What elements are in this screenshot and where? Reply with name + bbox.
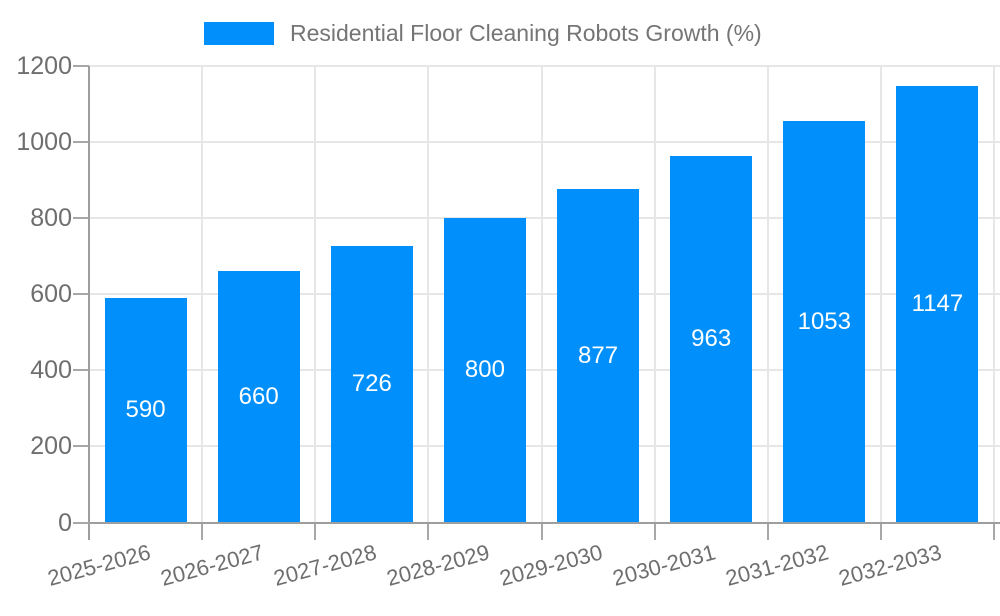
legend-item[interactable]: Residential Floor Cleaning Robots Growth… (204, 20, 762, 47)
y-axis-label: 800 (30, 203, 72, 232)
gridline-vertical (766, 65, 769, 523)
bar-value-label: 590 (125, 396, 166, 424)
y-axis-tick (73, 216, 89, 219)
gridline-vertical (653, 65, 656, 523)
legend-label: Residential Floor Cleaning Robots Growth… (290, 20, 762, 46)
gridline-horizontal (89, 64, 1000, 67)
gridline-vertical (427, 65, 430, 523)
bar-chart: Residential Floor Cleaning Robots Growth… (16, 20, 1000, 591)
y-axis-label: 400 (30, 356, 72, 385)
y-axis-tick (73, 293, 89, 295)
gridline-horizontal (89, 216, 1000, 219)
gridline-horizontal (89, 369, 1000, 372)
x-axis-tick (201, 522, 204, 540)
y-axis-label: 1200 (16, 51, 72, 80)
bar-2028-2029[interactable] (443, 217, 526, 523)
plot-area: 0 200 400 600 800 1000 1200 590 2025-2026 660 2026… (16, 51, 1000, 591)
x-axis-tick (427, 522, 430, 540)
gridline-vertical (879, 65, 882, 523)
x-axis-line (89, 521, 1000, 524)
bar-2031-2032[interactable] (783, 121, 866, 523)
x-axis-tick (766, 522, 769, 540)
bar-value-label: 660 (238, 382, 279, 410)
bar-value-label: 877 (578, 341, 619, 369)
bar-value-label: 963 (691, 325, 732, 353)
y-axis-label: 200 (30, 432, 72, 461)
bar-value-label: 800 (464, 356, 505, 384)
bar-value-label: 726 (351, 370, 392, 398)
bar-2025-2026[interactable] (104, 297, 187, 523)
y-axis-label: 0 (58, 508, 72, 537)
legend-swatch (204, 22, 274, 45)
y-axis-tick (73, 445, 89, 448)
gridline-horizontal (89, 445, 1000, 448)
bar-2032-2033[interactable] (896, 85, 979, 523)
x-axis-tick (879, 522, 882, 540)
gridline-horizontal (89, 140, 1000, 143)
bar-2030-2031[interactable] (670, 155, 753, 523)
y-axis-tick (73, 64, 89, 67)
y-axis-tick (73, 140, 89, 143)
gridline-vertical (993, 65, 995, 523)
x-axis-tick (540, 522, 543, 540)
y-axis-tick (73, 521, 89, 524)
bar-value-label: 1147 (911, 290, 964, 318)
x-axis-tick (314, 522, 317, 540)
y-axis-tick (73, 369, 89, 372)
y-axis-label: 600 (30, 280, 72, 308)
y-axis-line (88, 65, 90, 540)
y-axis-label: 1000 (16, 127, 72, 156)
gridline-horizontal (89, 293, 1000, 295)
gridline-vertical (540, 65, 543, 523)
gridline-vertical (314, 65, 317, 523)
x-axis-tick (993, 522, 995, 540)
bar-value-label: 1053 (797, 307, 851, 335)
bar-2027-2028[interactable] (330, 246, 413, 523)
gridline-vertical (201, 65, 204, 523)
bar-2029-2030[interactable] (557, 188, 640, 523)
bar-2026-2027[interactable] (217, 271, 300, 523)
x-axis-tick (653, 522, 656, 540)
